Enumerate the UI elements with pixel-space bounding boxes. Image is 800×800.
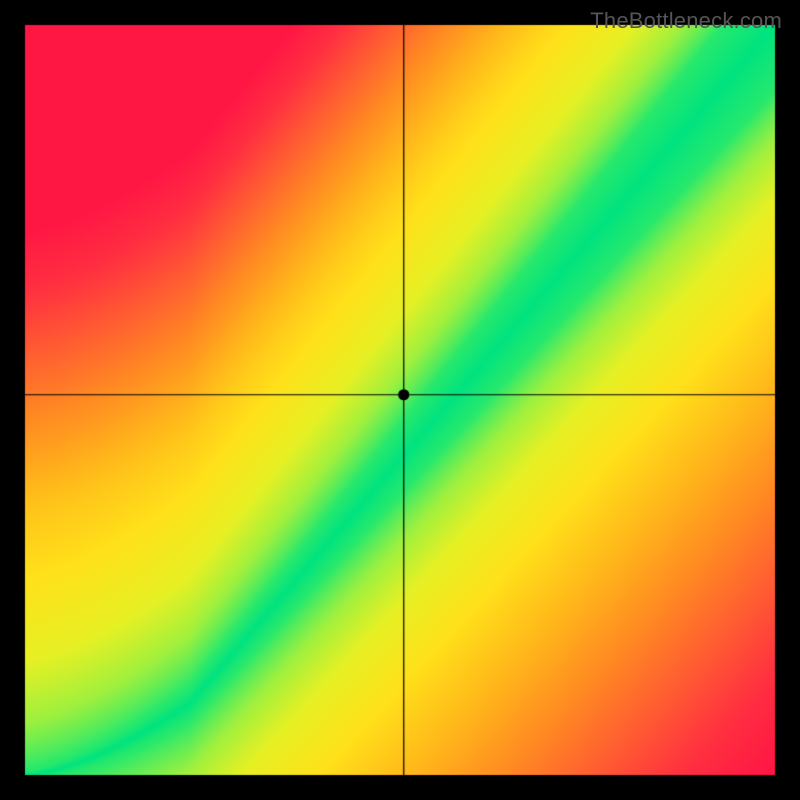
source-watermark: TheBottleneck.com [590,8,782,34]
chart-container: TheBottleneck.com [0,0,800,800]
bottleneck-heatmap-canvas [0,0,800,800]
